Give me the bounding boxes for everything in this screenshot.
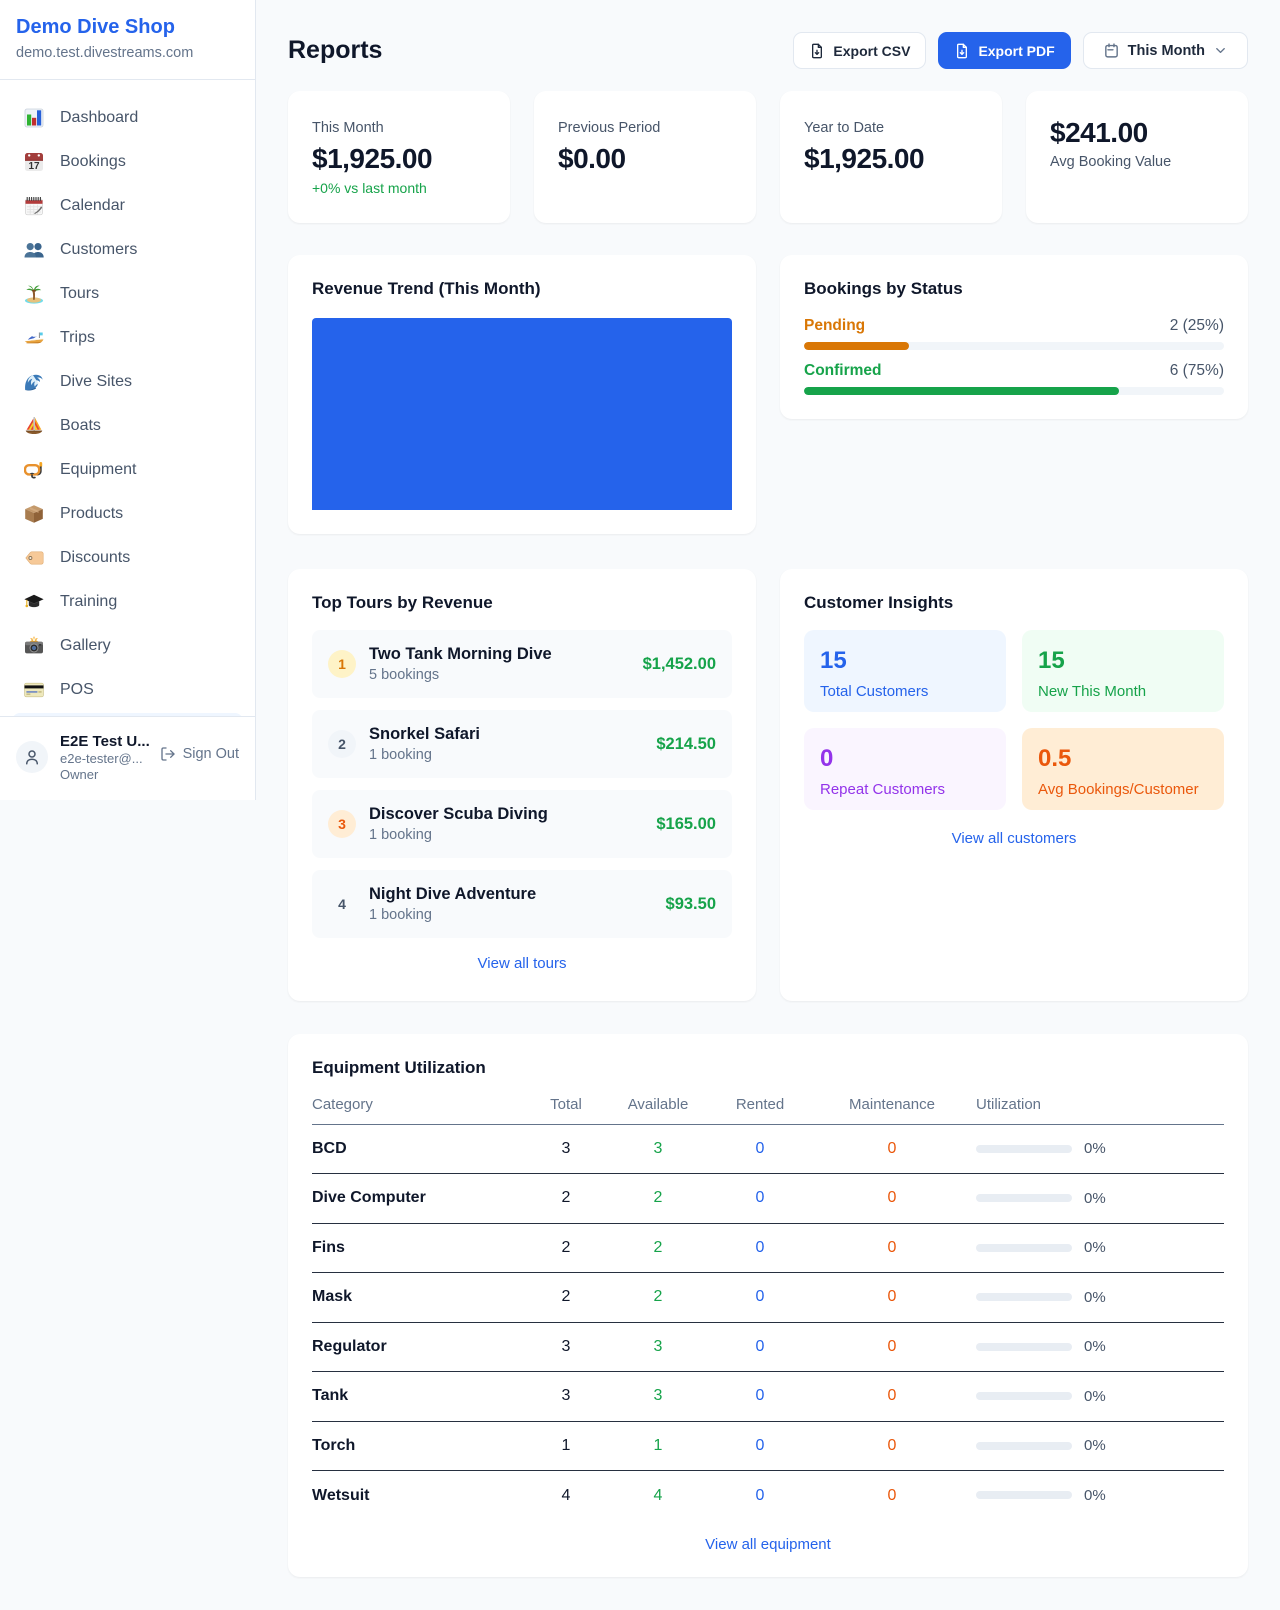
svg-text:17: 17: [28, 161, 40, 172]
